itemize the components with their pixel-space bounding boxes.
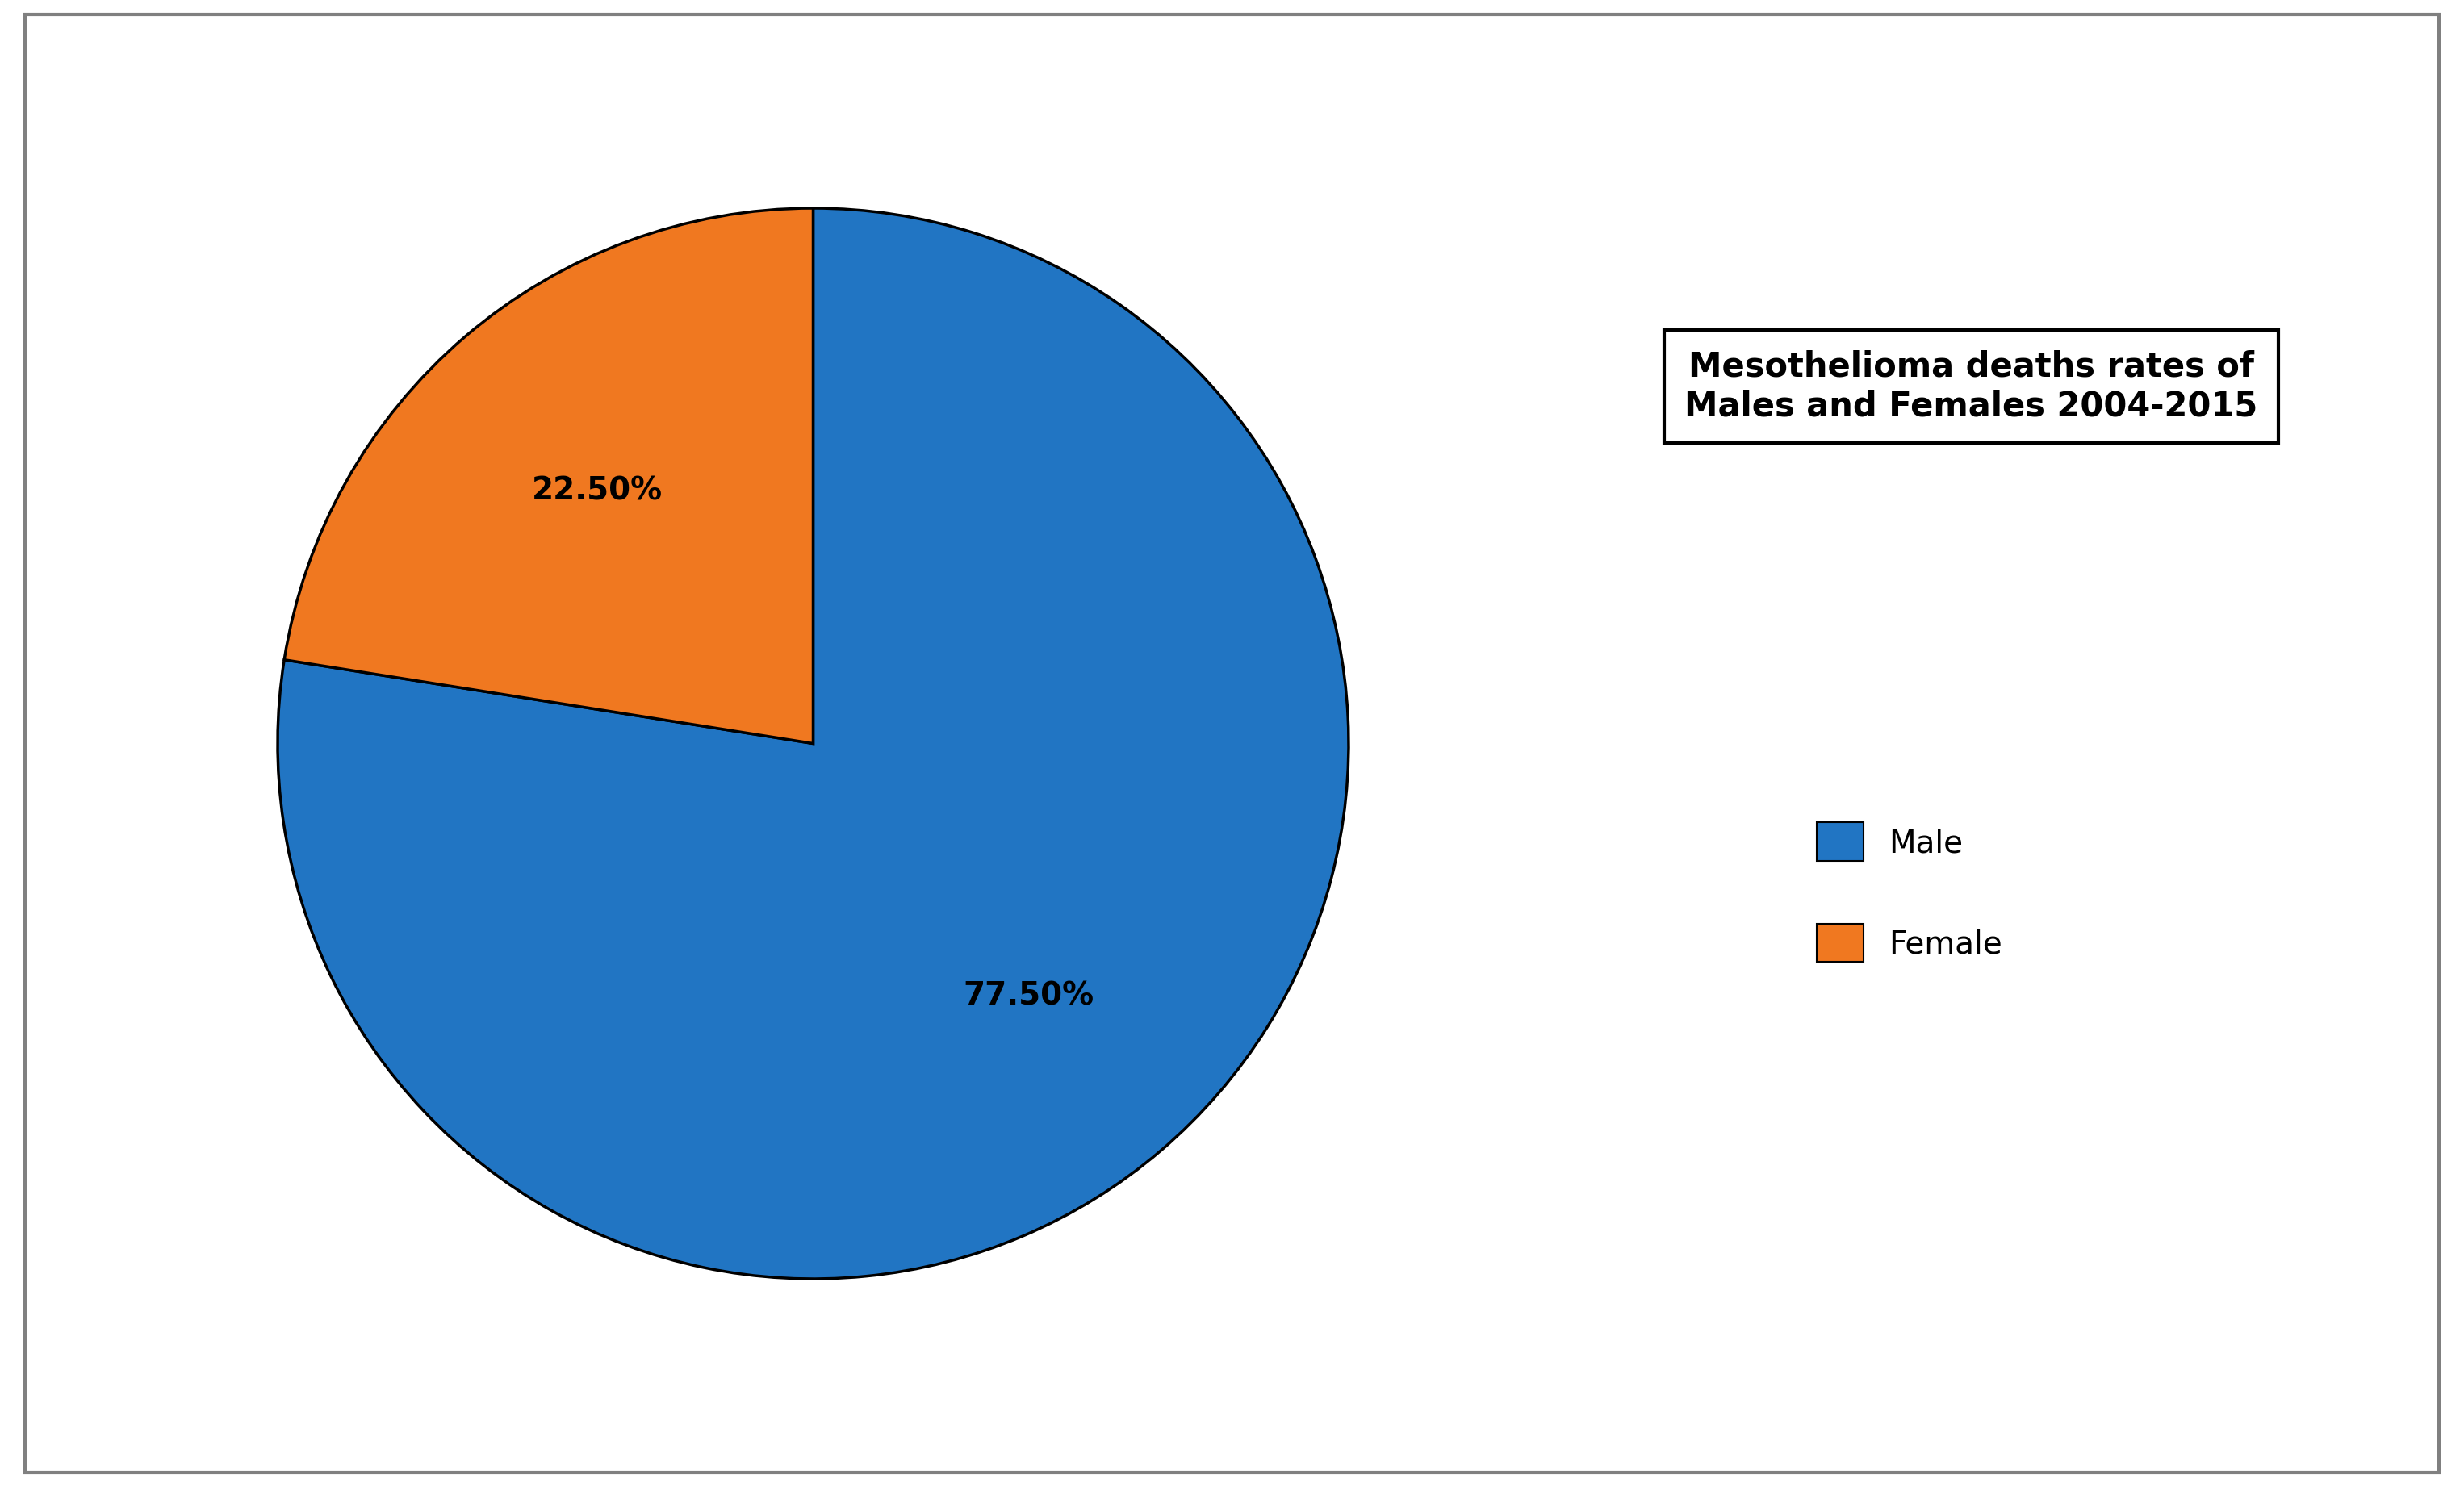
Legend: Male, Female: Male, Female: [1786, 791, 2033, 993]
Text: Mesothelioma deaths rates of
Males and Females 2004-2015: Mesothelioma deaths rates of Males and F…: [1685, 349, 2257, 424]
Text: 77.50%: 77.50%: [963, 980, 1094, 1011]
Wedge shape: [283, 208, 813, 744]
Wedge shape: [278, 208, 1348, 1279]
Text: 22.50%: 22.50%: [532, 476, 663, 507]
